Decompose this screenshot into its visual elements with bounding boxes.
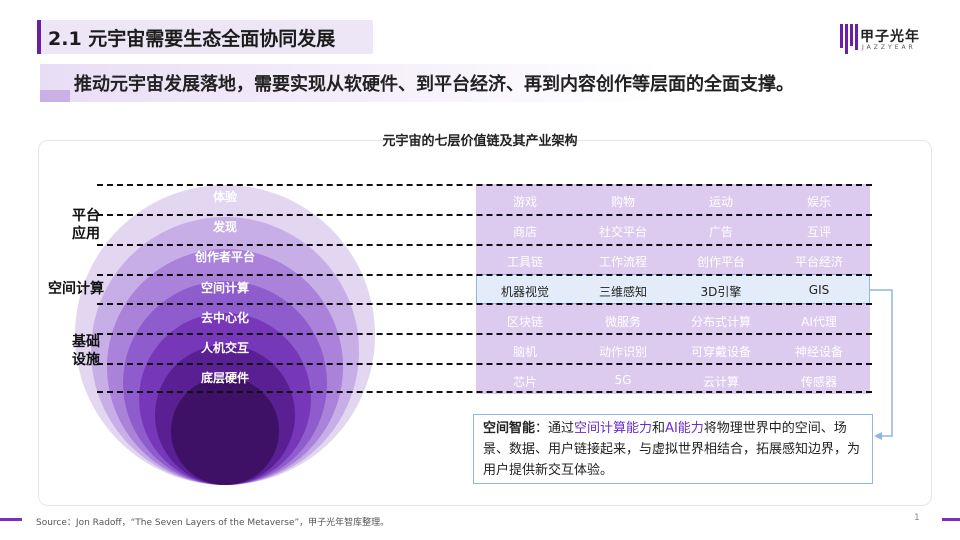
brand-name: 甲子光年 [860, 29, 920, 45]
layer-circles [75, 185, 375, 485]
group-label-infrastructure: 基础 设施 [72, 334, 100, 368]
spatial-intelligence-box [473, 414, 873, 484]
grid-cell: 机器视觉 [500, 285, 549, 299]
subtitle-band-accent [40, 90, 70, 102]
footer-accent-right [942, 518, 960, 521]
footer-accent-left [0, 518, 22, 521]
grid-cell: 运动 [708, 195, 733, 209]
grid-cell: 区块链 [506, 315, 543, 329]
layer-label: 空间计算 [200, 281, 249, 295]
grid-cell: 广告 [708, 225, 733, 239]
grid-cell: 动作识别 [598, 345, 647, 359]
info-key: 空间智能 [483, 421, 536, 436]
brand-logo-icon [840, 24, 858, 54]
layer-circle-7 [171, 377, 279, 485]
grid-cell: 三维感知 [598, 285, 647, 299]
subtitle-band [40, 64, 660, 102]
info-sep: ：通过 [535, 421, 575, 436]
grid-cell: 娱乐 [806, 195, 831, 209]
page-number: 1 [914, 513, 920, 523]
layer-divider [97, 303, 872, 305]
grid-cell: 创作平台 [696, 255, 745, 269]
layer-divider [97, 244, 872, 246]
info-highlight-1: 空间计算能力 [574, 421, 653, 436]
layer-divider [97, 214, 872, 216]
layer-label: 创作者平台 [194, 250, 255, 264]
grid-cell: 分布式计算 [690, 315, 751, 329]
layer-divider [97, 333, 872, 335]
grid-cell: 芯片 [512, 375, 537, 389]
grid-cell: AI代理 [801, 315, 837, 329]
grid-cell: 商店 [512, 225, 537, 239]
group-label-spatial-computing: 空间计算 [48, 281, 104, 297]
grid-cell: 工作流程 [598, 255, 647, 269]
page-title: 2.1 元宇宙需要生态全面协同发展 [48, 28, 336, 50]
grid-cell: GIS [808, 283, 830, 297]
grid-cell: 神经设备 [794, 345, 843, 359]
grid-cell: 脑机 [512, 345, 537, 359]
brand-subname: JAZZYEAR [862, 44, 916, 51]
grid-cell: 社交平台 [598, 225, 647, 239]
title-background [41, 20, 373, 54]
layer-label: 体验 [212, 190, 237, 204]
layer-label: 去中心化 [200, 311, 249, 325]
grid-cell: 互评 [806, 225, 831, 239]
grid-cell: 可穿戴设备 [690, 345, 751, 359]
grid-cell: 微服务 [604, 315, 641, 329]
grid-cell: 工具链 [506, 255, 543, 269]
layer-divider [97, 363, 872, 365]
title-accent-bar [37, 20, 41, 54]
info-and: 和 [652, 421, 666, 436]
layer-divider [97, 184, 872, 186]
spatial-intelligence-text: 空间智能：通过空间计算能力和AI能力将物理世界中的空间、场景、数据、用户链接起来… [483, 418, 869, 481]
grid-cell: 3D引擎 [700, 285, 742, 299]
layer-label: 人机交互 [200, 341, 249, 355]
diagram-title: 元宇宙的七层价值链及其产业架构 [382, 134, 578, 149]
layer-label: 发现 [212, 220, 237, 234]
info-highlight-2: AI能力 [665, 421, 704, 436]
grid-cell: 5G [614, 373, 632, 387]
connector-arrow-icon [870, 289, 893, 440]
grid-cell: 云计算 [702, 375, 739, 389]
grid-cell: 传感器 [800, 375, 837, 389]
page-subtitle: 推动元宇宙发展落地，需要实现从软硬件、到平台经济、再到内容创作等层面的全面支撑。 [74, 74, 794, 95]
layer-divider [97, 391, 872, 393]
group-label-platform-apps: 平台 应用 [72, 208, 100, 242]
grid-cell: 购物 [610, 195, 635, 209]
grid-cell: 游戏 [512, 195, 537, 209]
source-note: Source：Jon Radoff，“The Seven Layers of t… [36, 518, 390, 528]
layer-label: 底层硬件 [200, 371, 249, 385]
grid-cell: 平台经济 [794, 255, 843, 269]
info-rest: 将物理世界中的空间、场景、数据、用户链接起来，与虚拟世界相结合，拓展感知边界，为… [483, 421, 861, 478]
layer-divider [97, 274, 872, 276]
